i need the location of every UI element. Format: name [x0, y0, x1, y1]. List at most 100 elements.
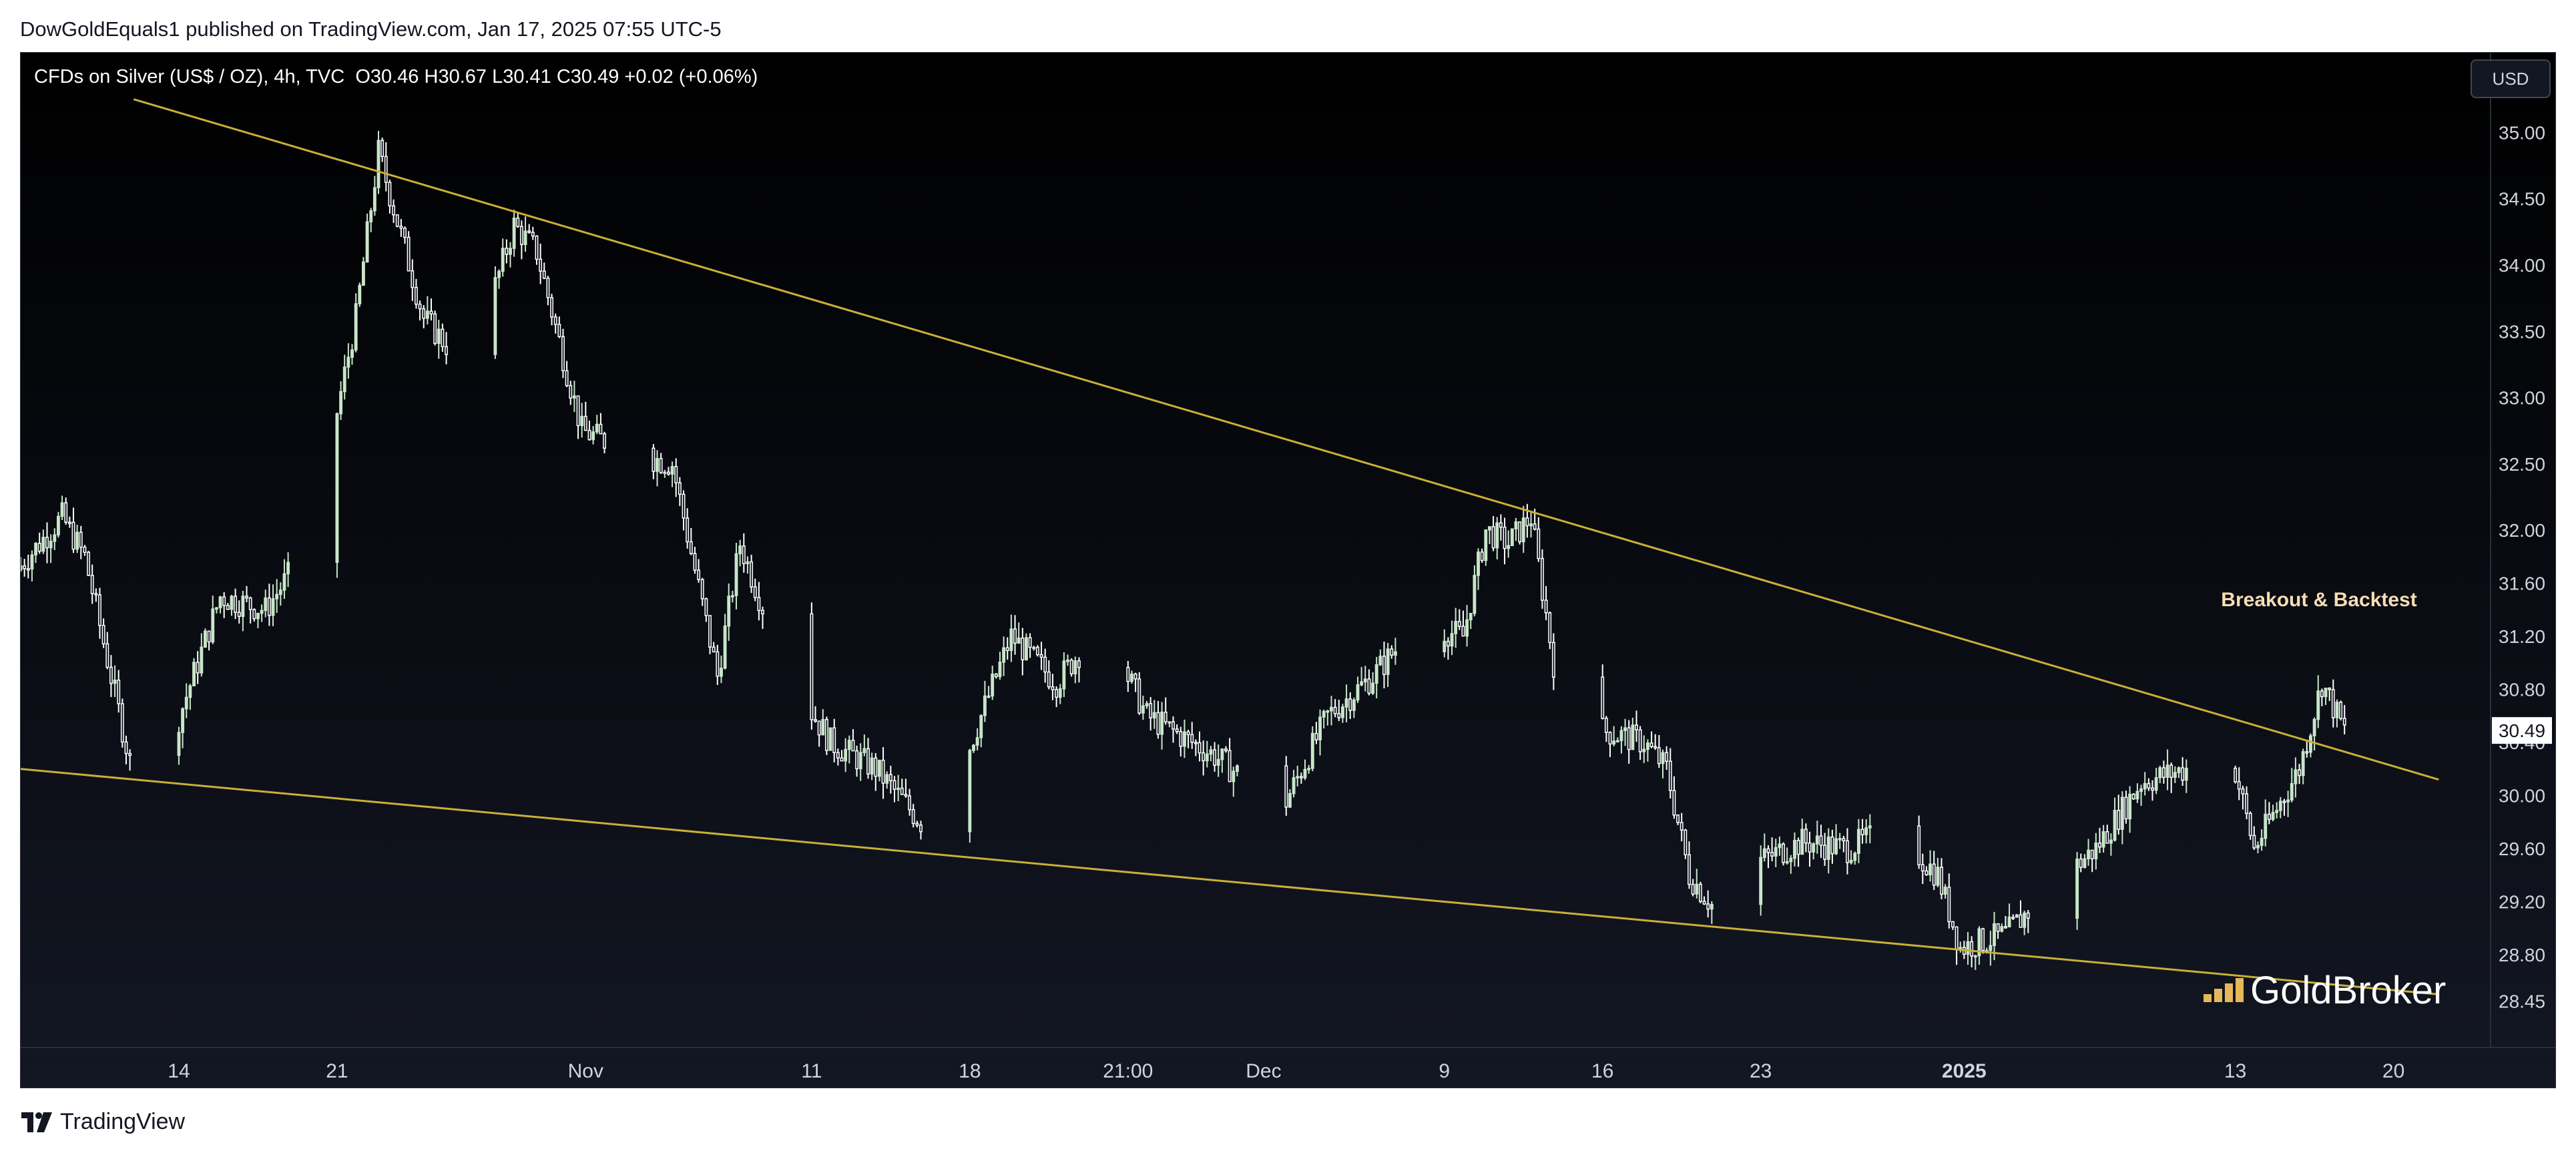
- candle-body: [2316, 690, 2320, 720]
- candle-body: [1340, 706, 1344, 718]
- candle-body: [904, 794, 908, 796]
- candle-body: [256, 612, 260, 620]
- candle-body: [1066, 660, 1069, 662]
- candle-body: [1608, 732, 1612, 745]
- candle-body: [2143, 782, 2147, 790]
- candle-body: [2026, 912, 2030, 919]
- candle-body: [2015, 914, 2019, 918]
- candle-body: [730, 595, 734, 598]
- candle-body: [652, 447, 656, 472]
- candle-body: [862, 748, 866, 753]
- candle-body: [2101, 831, 2105, 848]
- candle-body: [1812, 843, 1816, 853]
- candle-body: [109, 666, 113, 684]
- candle-body: [738, 545, 742, 555]
- candle-body: [83, 546, 87, 553]
- candle-body: [1363, 678, 1367, 683]
- last-price-label: 30.49: [2499, 720, 2545, 741]
- symbol-label[interactable]: CFDs on Silver (US$ / OZ), 4h, TVC: [34, 66, 345, 87]
- candle-body: [1141, 705, 1145, 714]
- candle-body: [881, 759, 885, 784]
- candle-body: [1782, 843, 1785, 863]
- candle-body: [858, 752, 862, 770]
- candle-body: [1028, 637, 1032, 648]
- candle-body: [2154, 777, 2158, 791]
- candle-body: [1793, 840, 1796, 859]
- trendline-upper[interactable]: [133, 98, 2439, 781]
- price-axis-tick: 30.00: [2499, 785, 2545, 806]
- price-axis-tick: 32.00: [2499, 520, 2545, 541]
- candle-body: [358, 284, 362, 304]
- trendline-lower[interactable]: [21, 768, 2439, 995]
- candle-body: [1198, 742, 1202, 754]
- candle-body: [1292, 777, 1296, 794]
- candle-body: [1374, 664, 1378, 684]
- candle-body: [1009, 628, 1013, 652]
- candle-body: [836, 752, 840, 759]
- candle-body: [979, 715, 983, 738]
- candle-body: [1846, 840, 1849, 863]
- candle-body: [2161, 767, 2165, 778]
- candle-body: [1216, 758, 1220, 766]
- candle-body: [987, 695, 991, 698]
- candle-body: [1069, 660, 1073, 675]
- last-price-label-bg: [2492, 717, 2552, 744]
- candle-body: [911, 809, 915, 825]
- candle-body: [1484, 529, 1488, 561]
- candle-body: [2252, 835, 2256, 849]
- candle-body: [832, 727, 836, 754]
- candle-body: [37, 543, 41, 552]
- candle-body: [1480, 551, 1484, 561]
- tradingview-footer[interactable]: TradingView: [20, 1109, 185, 1135]
- candle-body: [1175, 728, 1179, 732]
- candle-body: [1706, 903, 1710, 910]
- candle-body: [693, 553, 697, 571]
- candle-body: [674, 465, 678, 483]
- candle-body: [354, 303, 358, 351]
- candle-body: [26, 567, 30, 571]
- candle-body: [388, 182, 392, 207]
- candle-body: [1619, 730, 1623, 742]
- publisher-line: DowGoldEquals1 published on TradingView.…: [20, 17, 722, 41]
- candle-body: [539, 258, 543, 272]
- candle-body: [1299, 776, 1303, 778]
- candle-body: [1461, 626, 1465, 637]
- candle-body: [124, 741, 128, 754]
- candle-body: [2278, 800, 2282, 811]
- candle-body: [1525, 517, 1529, 527]
- candle-body: [2324, 688, 2328, 698]
- chart-panel[interactable]: 35.00 34.50 34.00 33.50 33.00 32.50 32.00 31.60…: [20, 52, 2556, 1088]
- candle-body: [1348, 698, 1352, 711]
- candle-body: [1623, 727, 1627, 732]
- candle-body: [1796, 840, 1800, 855]
- candle-body: [1499, 522, 1503, 528]
- annotation-breakout-backtest: Breakout & Backtest: [2221, 589, 2416, 611]
- candle-body: [437, 328, 441, 344]
- candle-body: [1521, 517, 1525, 543]
- candle-body: [71, 521, 75, 550]
- candle-body: [2075, 858, 2079, 919]
- candle-body: [689, 541, 693, 554]
- candle-body: [1393, 651, 1397, 656]
- candle-body: [1322, 710, 1326, 718]
- candle-body: [1537, 528, 1541, 559]
- price-chart[interactable]: 35.00 34.50 34.00 33.50 33.00 32.50 32.00 31.60…: [21, 53, 2556, 1088]
- candle-body: [200, 646, 204, 674]
- candle-body: [565, 370, 569, 387]
- candle-body: [361, 261, 365, 286]
- candle-body: [1970, 941, 1974, 957]
- candle-body: [425, 310, 429, 319]
- candle-body: [550, 296, 553, 318]
- candle-body: [1615, 740, 1619, 743]
- time-axis-tick: Dec: [1246, 1060, 1281, 1082]
- candle-body: [1977, 928, 1981, 957]
- candle-body: [2294, 769, 2298, 784]
- time-axis-tick: 20: [2382, 1060, 2404, 1082]
- price-axis-tick: 30.80: [2499, 680, 2545, 700]
- time-axis-tick: 13: [2224, 1060, 2246, 1082]
- currency-button[interactable]: USD: [2471, 59, 2551, 98]
- candle-body: [1514, 521, 1518, 529]
- candle-body: [1544, 600, 1548, 614]
- candle-body: [519, 226, 523, 246]
- candle-body: [1774, 847, 1778, 857]
